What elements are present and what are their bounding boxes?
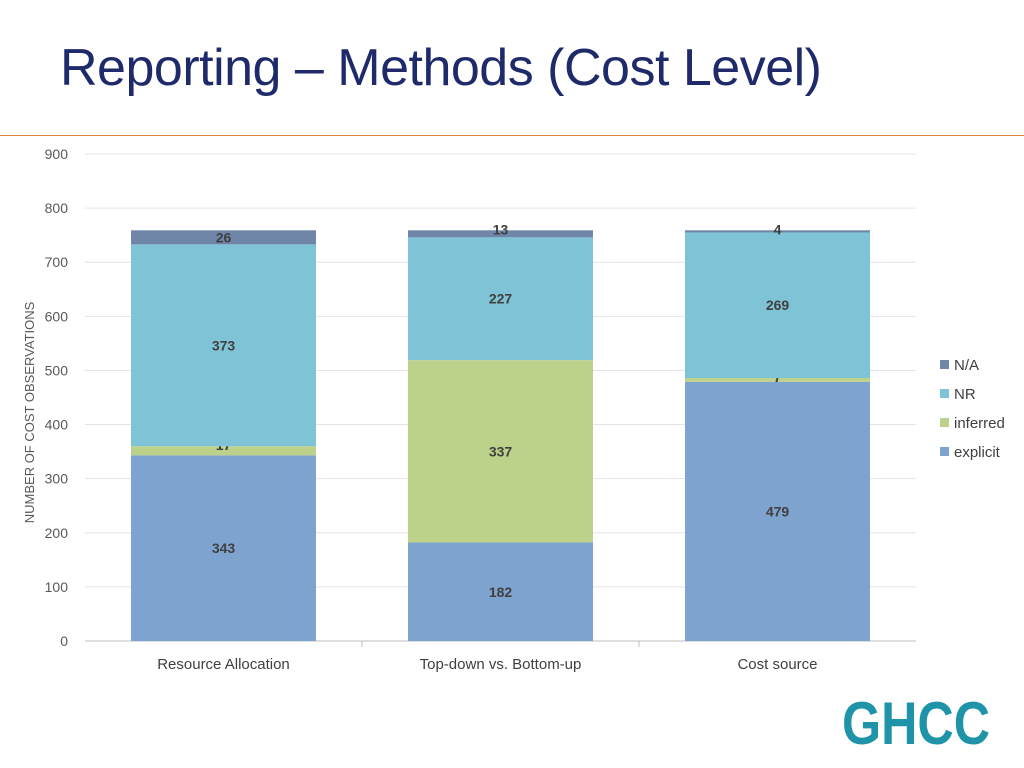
data-label: 26: [216, 229, 232, 245]
ghcc-logo: GHCC: [842, 690, 990, 750]
legend-label: N/A: [954, 357, 979, 374]
y-tick-label: 500: [45, 362, 69, 378]
data-label: 337: [489, 443, 513, 459]
bar-segment-explicit: [685, 381, 870, 641]
bar-segment-nr: [408, 237, 593, 361]
y-tick-label: 400: [45, 417, 69, 433]
y-tick-label: 600: [45, 308, 69, 324]
bar-segment-na: [685, 230, 870, 233]
bar-segment-na: [408, 230, 593, 238]
y-tick-label: 700: [45, 254, 69, 270]
legend-label: inferred: [954, 415, 1005, 432]
y-tick-label: 300: [45, 471, 69, 487]
data-label: 182: [489, 584, 513, 600]
bar-segment-nr: [131, 244, 316, 447]
data-label: 227: [489, 291, 513, 307]
data-label: 343: [212, 540, 236, 556]
bar-segment-nr: [685, 232, 870, 379]
data-label: 479: [766, 503, 790, 519]
x-category-label: Resource Allocation: [157, 656, 290, 673]
y-tick-label: 0: [60, 633, 68, 649]
legend-label: NR: [954, 386, 976, 403]
logo-text: GHCC: [842, 690, 990, 750]
bar-segment-inferred: [131, 446, 316, 456]
y-tick-label: 800: [45, 200, 69, 216]
legend-swatch: [940, 389, 949, 398]
x-category-label: Top-down vs. Bottom-up: [420, 656, 582, 673]
x-category-label: Cost source: [737, 656, 817, 673]
data-label: 4: [774, 221, 782, 237]
bar-segment-explicit: [131, 455, 316, 641]
legend-swatch: [940, 418, 949, 427]
legend-label: explicit: [954, 444, 1001, 461]
legend-swatch: [940, 447, 949, 456]
y-tick-label: 900: [45, 146, 69, 162]
title-divider: [0, 135, 1024, 136]
data-label: 269: [766, 297, 790, 313]
bar-segment-na: [131, 230, 316, 245]
bar-segment-inferred: [685, 378, 870, 382]
y-axis-title: NUMBER OF COST OBSERVATIONS: [22, 301, 37, 523]
bar-segment-inferred: [408, 360, 593, 543]
data-label: 13: [493, 221, 509, 237]
data-label: 373: [212, 337, 236, 353]
y-tick-label: 200: [45, 525, 69, 541]
y-tick-label: 100: [45, 579, 69, 595]
slide-title: Reporting – Methods (Cost Level): [60, 39, 822, 97]
legend-swatch: [940, 360, 949, 369]
bar-segment-explicit: [408, 542, 593, 641]
